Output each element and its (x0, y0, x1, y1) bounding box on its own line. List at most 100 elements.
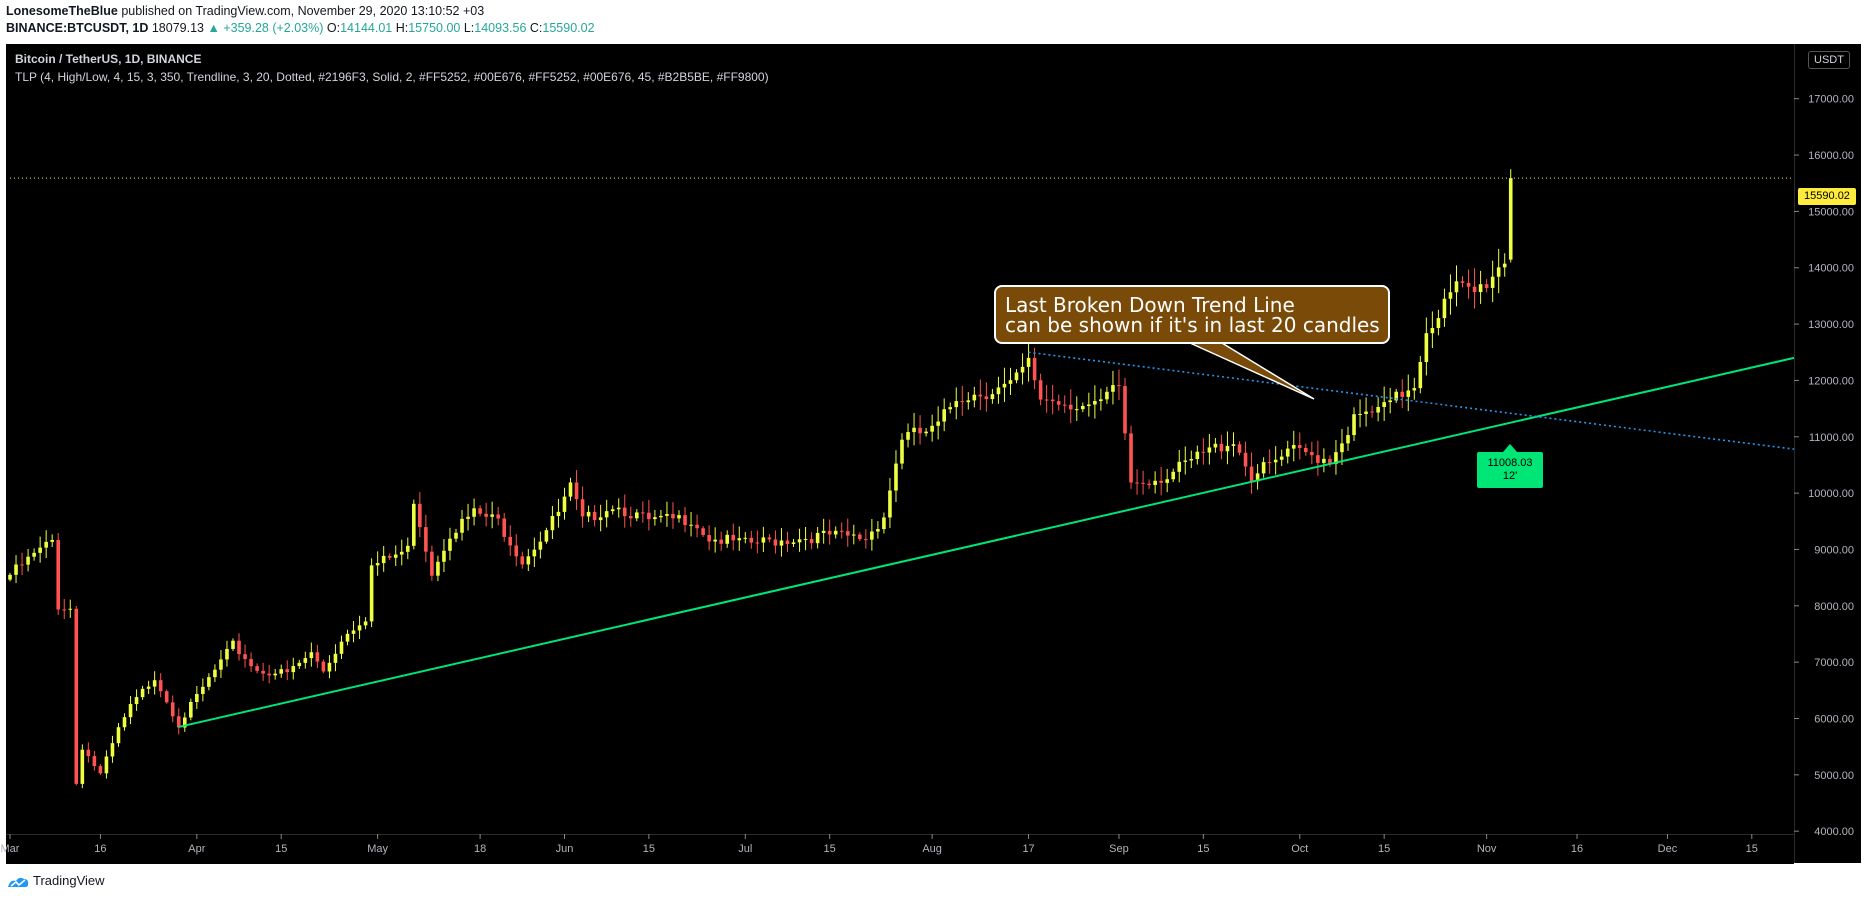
candle-body (484, 513, 488, 517)
x-tick-label: Jun (556, 843, 574, 855)
candle-body (695, 524, 699, 529)
price-change: ▲ +359.28 (+2.03%) (207, 21, 324, 35)
annotation-pointer (1189, 342, 1315, 400)
candle-body (430, 551, 434, 576)
candle-body (442, 550, 446, 562)
annotation-callout[interactable]: Last Broken Down Trend Line can be shown… (994, 285, 1390, 344)
candle-body (339, 641, 344, 654)
candle-body (936, 421, 940, 426)
y-tick-label: 17000.00 (1808, 94, 1854, 106)
x-tick-label: 15 (1197, 843, 1209, 855)
candle-body (737, 538, 742, 541)
candle-body (719, 539, 723, 544)
author-name[interactable]: LonesomeTheBlue (6, 4, 118, 18)
high-label: H: (395, 21, 409, 35)
x-tick-label: 15 (643, 843, 655, 855)
candle-body (707, 535, 711, 542)
candle-body (152, 680, 157, 687)
candle-body (713, 539, 717, 542)
candle-body (779, 540, 784, 546)
candle-body (1117, 385, 1121, 387)
candle-body (1316, 455, 1320, 463)
candle-body (767, 537, 772, 540)
candle-body (219, 659, 223, 670)
x-tick-label: 15 (824, 843, 836, 855)
tradingview-footer[interactable]: TradingView (6, 873, 105, 889)
chart-title[interactable]: Bitcoin / TetherUS, 1D, BINANCE (15, 52, 202, 66)
candle-body (960, 401, 965, 403)
candle-body (659, 515, 663, 518)
candle-body (924, 431, 928, 434)
candle-body (514, 545, 519, 557)
candle-body (1093, 401, 1097, 405)
candle-body (14, 564, 18, 575)
indicator-legend[interactable]: TLP (4, High/Low, 4, 15, 3, 350, Trendli… (15, 70, 769, 84)
candle-body (508, 536, 513, 546)
candle-body (1207, 447, 1212, 453)
candle-body (303, 658, 308, 663)
x-tick-label: 15 (1746, 843, 1758, 855)
candle-body (755, 542, 760, 544)
candle-body (773, 539, 778, 546)
candle-body (665, 513, 669, 516)
candle-body (1454, 281, 1459, 293)
candle-body (978, 394, 983, 397)
y-tick-label: 7000.00 (1814, 657, 1854, 669)
broken-downtrend-line (1028, 351, 1795, 450)
x-tick-label: Apr (188, 843, 205, 855)
candle-body (399, 551, 404, 555)
candle-body (237, 640, 241, 655)
candle-body (562, 496, 567, 512)
candle-body (345, 633, 350, 642)
tradingview-logo-icon (8, 877, 29, 887)
candle-body (1279, 456, 1284, 460)
candle-body (1008, 380, 1013, 384)
y-tick-label: 6000.00 (1814, 713, 1854, 725)
currency-button[interactable]: USDT (1808, 51, 1850, 69)
candle-body (418, 503, 422, 528)
candle-body (56, 539, 61, 610)
candle-body (1044, 399, 1049, 401)
candle-body (749, 537, 754, 543)
candle-body (683, 515, 687, 526)
candle-body (1105, 391, 1109, 400)
candle-body (32, 552, 36, 557)
candle-body (647, 512, 651, 520)
candle-body (858, 534, 862, 540)
candle-body (158, 680, 163, 692)
candle-body (315, 652, 320, 662)
candle-body (1081, 405, 1085, 410)
candle-body (743, 537, 748, 539)
candle-body (550, 516, 555, 531)
symbol-info: BINANCE:BTCUSDT, 1D 18079.13 ▲ +359.28 (… (6, 21, 595, 35)
candle-body (1225, 445, 1230, 452)
candle-body (478, 508, 482, 514)
x-tick-label: Oct (1291, 843, 1308, 855)
candle-body (610, 509, 615, 512)
candle-body (255, 666, 259, 671)
candle-body (26, 556, 30, 565)
candle-body (827, 530, 832, 535)
candle-body (894, 463, 898, 491)
y-tick-label: 10000.00 (1808, 488, 1854, 500)
candle-body (653, 517, 657, 520)
candle-body (207, 677, 211, 687)
candle-body (671, 513, 675, 519)
x-tick-label: Sep (1109, 843, 1129, 855)
time-axis[interactable] (6, 834, 1794, 864)
y-tick-label: 15000.00 (1808, 206, 1854, 218)
candle-body (1129, 433, 1133, 483)
candle-body (803, 539, 808, 541)
candle-body (1334, 452, 1338, 464)
price-axis[interactable] (1794, 44, 1861, 863)
candle-body (1400, 391, 1405, 397)
x-tick-label: 16 (1571, 843, 1583, 855)
candle-body (1087, 404, 1091, 406)
candle-body (791, 542, 796, 544)
candle-body (888, 490, 892, 518)
candle-body (1002, 383, 1007, 388)
candle-body (140, 688, 145, 698)
symbol-label: BINANCE:BTCUSDT, 1D (6, 21, 149, 35)
candle-body (731, 534, 736, 541)
